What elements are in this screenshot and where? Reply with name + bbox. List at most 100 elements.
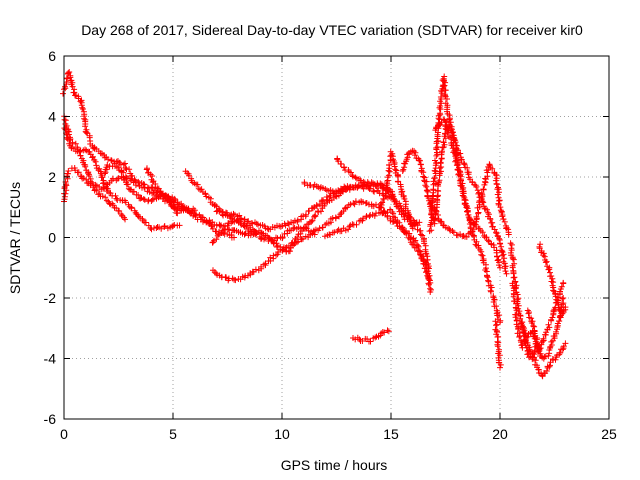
y-tick-label: 0 [48, 230, 56, 246]
data-point [158, 225, 165, 232]
data-point [186, 209, 193, 216]
data-point [491, 226, 498, 233]
series-track-m [322, 206, 432, 271]
data-point [409, 241, 416, 248]
data-point [509, 255, 516, 262]
data-point [284, 220, 291, 227]
data-point [496, 235, 503, 242]
data-point [432, 157, 438, 164]
data-point [433, 152, 440, 159]
data-point [93, 162, 100, 169]
data-point [83, 176, 90, 183]
data-point [562, 340, 569, 347]
data-point [294, 217, 301, 224]
data-point [476, 199, 482, 206]
data-point [395, 205, 402, 211]
data-point [128, 205, 135, 212]
data-point [496, 262, 502, 269]
data-point [92, 158, 99, 165]
data-point [540, 252, 547, 259]
data-point [379, 199, 386, 206]
y-tick-label: 2 [48, 169, 56, 185]
data-point [360, 215, 366, 222]
data-point [262, 234, 269, 241]
data-point [540, 335, 547, 342]
data-point [208, 223, 215, 230]
data-point [61, 116, 68, 123]
data-point [367, 338, 374, 345]
data-point [385, 328, 392, 335]
data-point [381, 329, 388, 336]
data-point [391, 163, 398, 170]
chart-title: Day 268 of 2017, Sidereal Day-to-day VTE… [81, 22, 583, 38]
series-track-k [210, 230, 318, 284]
data-point [270, 252, 277, 259]
data-point [505, 231, 512, 238]
data-point [205, 219, 212, 226]
data-point [488, 288, 494, 295]
data-point [423, 178, 430, 185]
data-point [372, 334, 379, 341]
data-point [512, 279, 519, 286]
data-point [72, 140, 79, 147]
data-point [492, 177, 499, 184]
data-point [309, 205, 316, 212]
data-point [516, 334, 523, 340]
data-point [426, 277, 433, 284]
data-point [426, 281, 432, 288]
data-point [484, 206, 490, 213]
data-point [478, 190, 485, 197]
data-point [308, 218, 315, 225]
data-point [543, 368, 550, 374]
data-point [497, 240, 504, 247]
x-tick-label: 20 [492, 426, 508, 442]
data-point [213, 236, 220, 243]
data-point [425, 265, 432, 272]
data-point [203, 193, 210, 200]
data-point [62, 83, 68, 90]
data-point [539, 373, 546, 380]
data-point [306, 207, 313, 214]
data-point [176, 222, 183, 229]
data-point [267, 254, 274, 261]
data-point [60, 90, 66, 97]
data-point [415, 247, 422, 254]
data-point [331, 229, 338, 236]
data-point [458, 177, 464, 184]
data-point [493, 321, 500, 328]
data-point [241, 231, 248, 238]
y-tick-label: -4 [44, 351, 57, 367]
data-point [487, 216, 494, 223]
data-point [410, 241, 417, 248]
data-point [559, 301, 565, 308]
data-point [494, 253, 501, 260]
data-point [492, 318, 499, 325]
data-point [531, 347, 538, 354]
data-point [559, 346, 566, 353]
data-point [454, 166, 461, 173]
data-point [399, 168, 406, 174]
data-point [303, 211, 309, 218]
data-point [352, 174, 359, 181]
data-point [453, 157, 460, 164]
data-point [100, 179, 107, 186]
data-point [194, 181, 201, 188]
data-point [161, 223, 168, 229]
data-point [347, 169, 354, 176]
data-point [450, 229, 457, 236]
data-point [556, 318, 562, 325]
series-track-z [507, 240, 541, 361]
series-track-l [301, 179, 434, 295]
data-point [488, 284, 495, 291]
data-point [116, 208, 123, 214]
data-point [494, 343, 501, 350]
data-point [429, 193, 436, 200]
data-point [413, 244, 420, 251]
data-point [65, 131, 72, 138]
data-point [124, 181, 131, 188]
data-point [113, 195, 120, 202]
data-point [493, 230, 500, 237]
data-point [523, 344, 530, 351]
x-tick-label: 25 [601, 426, 617, 442]
data-point [549, 275, 556, 282]
